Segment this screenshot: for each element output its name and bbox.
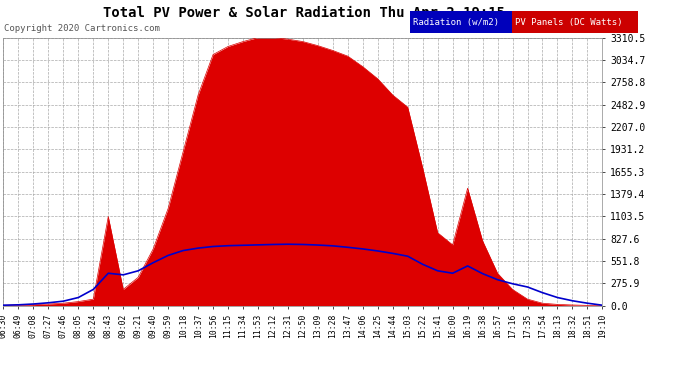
Text: Radiation (w/m2): Radiation (w/m2) [413,18,499,27]
Text: PV Panels (DC Watts): PV Panels (DC Watts) [515,18,622,27]
Text: Copyright 2020 Cartronics.com: Copyright 2020 Cartronics.com [4,24,160,33]
Text: Total PV Power & Solar Radiation Thu Apr 2 19:15: Total PV Power & Solar Radiation Thu Apr… [103,6,504,20]
